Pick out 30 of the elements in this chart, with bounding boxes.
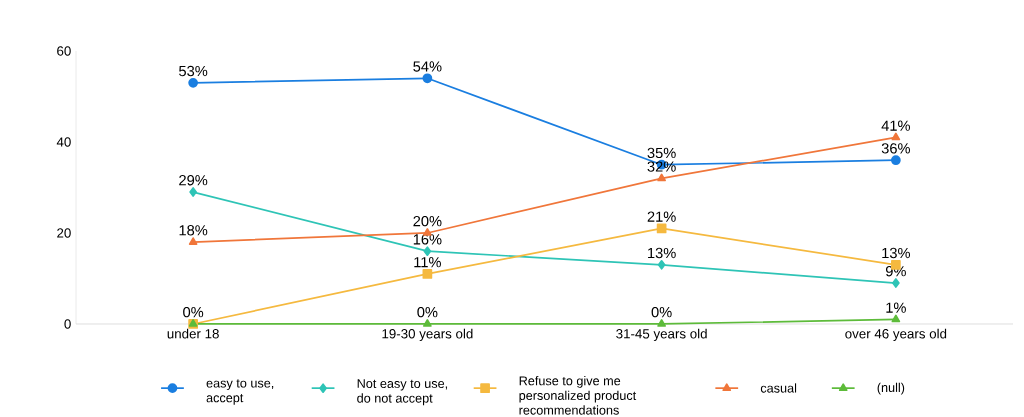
legend-label: casual bbox=[760, 383, 797, 393]
data-label: 21% bbox=[647, 211, 676, 222]
data-label: 20% bbox=[413, 215, 442, 227]
data-label: 53% bbox=[179, 65, 208, 77]
legend-label: Refuse to give me personalized product recommendations bbox=[519, 375, 637, 415]
x-tick-label: over 46 years old bbox=[845, 328, 947, 342]
data-label: 29% bbox=[179, 175, 208, 186]
data-label: 13% bbox=[882, 247, 911, 259]
y-tick-label: 20 bbox=[57, 228, 71, 238]
data-label: 0% bbox=[417, 306, 438, 318]
data-label: 13% bbox=[648, 247, 676, 259]
data-label: 11% bbox=[414, 257, 441, 268]
legend-label: Not easy to use, do not accept bbox=[357, 379, 448, 406]
y-tick-label: 60 bbox=[57, 46, 71, 56]
data-label: 18% bbox=[179, 225, 208, 236]
data-label: 41% bbox=[881, 120, 911, 131]
data-label: 36% bbox=[881, 143, 911, 154]
x-tick-label: 19-30 years old bbox=[382, 328, 473, 342]
x-tick-label: 31-45 years old bbox=[616, 328, 707, 342]
data-label: 35% bbox=[647, 147, 676, 159]
y-tick-label: 40 bbox=[56, 137, 71, 147]
x-tick-label: under 18 bbox=[167, 328, 219, 339]
legend-label: (null) bbox=[877, 382, 905, 395]
data-label: 54% bbox=[413, 61, 442, 72]
legend-label: easy to use, accept bbox=[206, 379, 274, 405]
y-tick-label: 0 bbox=[64, 319, 71, 329]
data-label: 0% bbox=[651, 306, 672, 318]
data-label: 16% bbox=[413, 234, 442, 245]
data-label: 1% bbox=[886, 302, 906, 313]
data-label: 0% bbox=[183, 306, 204, 318]
